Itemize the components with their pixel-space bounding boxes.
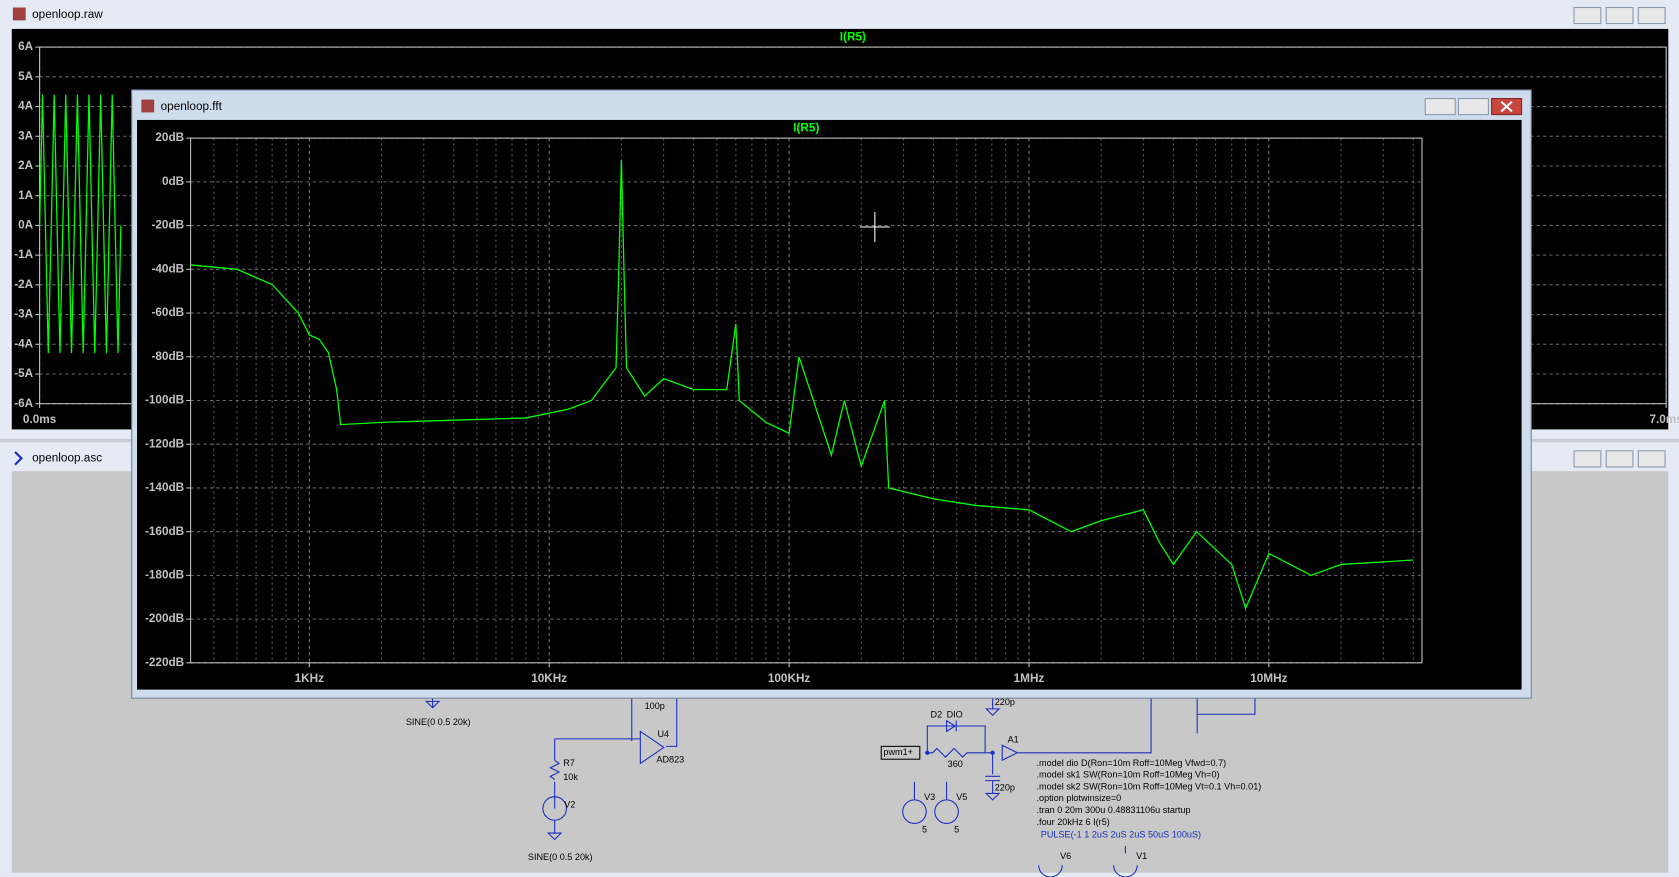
window-title: openloop.raw (32, 8, 103, 21)
y-tick-label: -40dB (151, 262, 184, 275)
x-tick-label: 10KHz (531, 672, 567, 685)
spice-directive: .model sk2 SW(Ron=10m Roff=10Meg Vt=0.1 … (1037, 781, 1262, 791)
y-tick-label: -4A (14, 337, 33, 350)
y-tick-label: -200dB (145, 612, 184, 625)
schematic-wires (424, 698, 1256, 877)
spice-directive: .tran 0 20m 300u 0.48831106u startup (1037, 805, 1191, 815)
y-tick-label: -20dB (151, 219, 184, 232)
y-tick-label: 4A (18, 100, 34, 113)
y-tick-label: 5A (18, 70, 34, 83)
component-label: 360 (948, 759, 963, 769)
schematic-labels: SINE(0 0.5 20k) 100p U4 AD823 R7 10k V2 … (406, 697, 1261, 862)
y-tick-label: -5A (14, 367, 33, 380)
y-tick-label: -220dB (145, 656, 184, 669)
net-label: pwm1+ (883, 747, 913, 757)
y-tick-label: -1A (14, 248, 33, 261)
component-label: 220p (995, 697, 1015, 707)
y-tick-label: -80dB (151, 350, 184, 363)
close-button[interactable] (1637, 6, 1666, 25)
chart-title: I(R5) (840, 31, 866, 44)
component-label: A1 (1008, 734, 1019, 744)
component-label: AD823 (656, 755, 684, 765)
y-tick-label: 2A (18, 159, 34, 172)
maximize-button[interactable] (1605, 450, 1634, 468)
component-label: R7 (563, 758, 575, 768)
spice-directive: .model dio D(Ron=10m Roff=10Meg Vfwd=0.7… (1037, 758, 1227, 768)
component-label: 10k (563, 772, 578, 782)
component-label: U4 (657, 729, 669, 739)
y-tick-label: -60dB (151, 306, 184, 319)
spice-directive: .option plotwinsize=0 (1037, 793, 1122, 803)
y-tick-label: 3A (18, 129, 34, 142)
component-label: SINE(0 0.5 20k) (528, 852, 593, 862)
cursor (859, 212, 890, 243)
component-label: V5 (956, 792, 967, 802)
spice-directive: .four 20kHz 6 I(r5) (1037, 817, 1110, 827)
component-label: V6 (1060, 851, 1071, 861)
x-tick-label: 7.0ms (1649, 413, 1679, 426)
y-tick-label: 1A (18, 189, 34, 202)
component-label: 220p (995, 783, 1015, 793)
fft-plot: I(R5) 20dB 0dB -20dB -40dB -60dB -80dB -100dB -1… (145, 122, 1423, 685)
component-label: D2 (931, 710, 943, 720)
x-tick-label: 100KHz (768, 672, 811, 685)
x-tick-label: 1KHz (295, 672, 325, 685)
y-tick-label: -120dB (145, 437, 184, 450)
y-tick-label: -100dB (145, 394, 184, 407)
component-label: DIO (947, 710, 963, 720)
y-tick-label: 6A (18, 40, 34, 53)
component-label: SINE(0 0.5 20k) (406, 717, 471, 727)
fft-window: openloop.fft (131, 89, 1532, 699)
minimize-button[interactable] (1573, 450, 1602, 468)
y-tick-label: -3A (14, 308, 33, 321)
component-label: V3 (924, 792, 935, 802)
source-value: PULSE(-1 1 2uS 2uS 2uS 50uS 100uS) (1041, 830, 1201, 840)
x-tick-label: 1MHz (1014, 672, 1045, 685)
y-tick-label: -6A (14, 397, 33, 410)
maximize-button[interactable] (1457, 97, 1489, 116)
x-tick-label: 10MHz (1250, 672, 1287, 685)
x-tick-label: 0.0ms (23, 413, 57, 426)
component-label: V1 (1136, 851, 1147, 861)
y-tick-label: -180dB (145, 568, 184, 581)
y-tick-label: 0A (18, 219, 34, 232)
close-button[interactable] (1637, 450, 1666, 468)
window-title: openloop.asc (32, 451, 102, 464)
component-label: 100p (645, 701, 665, 711)
window-title: openloop.fft (161, 100, 223, 113)
y-tick-label: -140dB (145, 481, 184, 494)
minimize-button[interactable] (1424, 97, 1456, 116)
minimize-button[interactable] (1573, 6, 1602, 25)
component-label: 5 (954, 824, 959, 834)
y-tick-label: -2A (14, 278, 33, 291)
plot-frame (190, 137, 1423, 664)
component-label: V2 (564, 800, 575, 810)
spice-directive: .model sk1 SW(Ron=10m Roff=10Meg Vh=0) (1037, 770, 1220, 780)
y-tick-label: -160dB (145, 525, 184, 538)
data-line (190, 159, 1414, 611)
chart-title: I(R5) (793, 122, 819, 135)
maximize-button[interactable] (1605, 6, 1634, 25)
data-line (39, 94, 122, 354)
component-label: 5 (922, 824, 927, 834)
y-tick-label: 0dB (162, 175, 184, 188)
y-tick-label: 20dB (155, 131, 184, 144)
